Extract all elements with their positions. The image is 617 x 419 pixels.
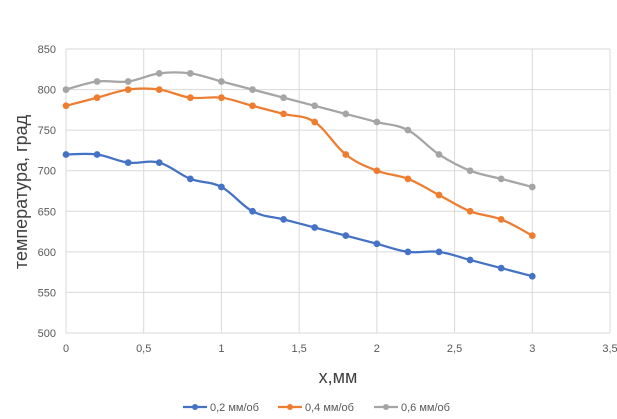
data-point <box>218 78 225 85</box>
data-point <box>62 151 70 158</box>
legend-marker <box>383 404 389 410</box>
data-point <box>466 256 474 264</box>
y-axis-title: температура, град <box>11 114 31 269</box>
data-point <box>373 118 381 126</box>
data-point <box>404 126 412 134</box>
data-point <box>62 102 70 110</box>
data-point <box>497 264 505 272</box>
data-point <box>93 94 101 102</box>
x-tick-label: 3,5 <box>602 343 617 355</box>
data-point <box>280 94 287 102</box>
data-point <box>311 224 319 231</box>
data-point <box>93 78 101 85</box>
data-point <box>155 86 163 93</box>
data-point <box>404 175 412 183</box>
data-point <box>280 216 287 223</box>
legend-marker <box>192 404 198 410</box>
data-point <box>528 272 536 280</box>
series-line <box>65 152 533 278</box>
legend-item: 0,4 мм/об <box>278 402 354 414</box>
legend-marker <box>287 404 293 410</box>
y-tick-label: 600 <box>38 247 56 259</box>
legend-item: 0,2 мм/об <box>183 402 259 414</box>
series-line <box>65 71 533 189</box>
data-point <box>435 191 443 199</box>
data-point <box>435 151 443 158</box>
data-point <box>373 167 381 175</box>
data-point <box>435 248 443 256</box>
data-point <box>528 183 536 191</box>
y-tick-label: 500 <box>38 328 56 340</box>
data-point <box>124 78 132 85</box>
legend-label: 0,4 мм/об <box>305 402 354 414</box>
data-point <box>280 110 287 118</box>
data-point <box>497 175 505 183</box>
x-tick-label: 3 <box>529 343 535 355</box>
x-axis-title: x,мм <box>319 367 358 387</box>
data-point <box>93 151 101 158</box>
legend-item: 0,6 мм/об <box>374 402 450 414</box>
data-point <box>124 159 132 166</box>
data-point <box>311 102 319 110</box>
gridlines <box>65 48 611 334</box>
data-point <box>186 69 194 77</box>
data-point <box>311 118 319 126</box>
data-point <box>404 248 412 256</box>
y-tick-label: 750 <box>38 125 56 137</box>
data-point <box>497 216 505 223</box>
series-group <box>62 69 536 280</box>
data-point <box>186 94 194 102</box>
data-point <box>342 232 350 240</box>
data-point <box>528 232 536 240</box>
data-point <box>155 69 163 77</box>
x-tick-label: 0 <box>63 343 69 355</box>
y-tick-label: 800 <box>38 85 56 97</box>
y-tick-labels: 500 550 600 650 700 750 800 850 <box>38 44 56 340</box>
series-2 <box>62 86 536 240</box>
data-point <box>249 207 256 215</box>
data-point <box>373 240 381 248</box>
data-point <box>249 102 256 110</box>
data-point <box>155 159 163 166</box>
data-point <box>186 175 194 183</box>
data-point <box>62 86 70 93</box>
y-tick-label: 650 <box>38 206 56 218</box>
y-tick-label: 850 <box>38 44 56 56</box>
legend-label: 0,2 мм/об <box>210 402 259 414</box>
series-line <box>65 87 533 237</box>
y-tick-label: 550 <box>38 287 56 299</box>
series-1 <box>62 151 536 280</box>
x-tick-label: 0,5 <box>136 343 151 355</box>
x-tick-label: 2 <box>374 343 380 355</box>
x-tick-label: 1 <box>218 343 224 355</box>
data-point <box>466 207 474 215</box>
x-tick-labels: 0 0,5 1 1,5 2 2,5 3 3,5 <box>63 343 617 355</box>
x-tick-label: 2,5 <box>447 343 462 355</box>
legend-label: 0,6 мм/об <box>401 402 450 414</box>
data-point <box>342 110 350 118</box>
data-point <box>249 86 256 93</box>
data-point <box>342 151 350 158</box>
data-point <box>124 86 132 93</box>
data-point <box>218 94 225 102</box>
legend: 0,2 мм/об 0,4 мм/об 0,6 мм/об <box>183 402 450 414</box>
data-point <box>218 183 225 191</box>
data-point <box>466 167 474 175</box>
series-3 <box>62 69 536 191</box>
y-tick-label: 700 <box>38 166 56 178</box>
x-tick-label: 1,5 <box>291 343 306 355</box>
